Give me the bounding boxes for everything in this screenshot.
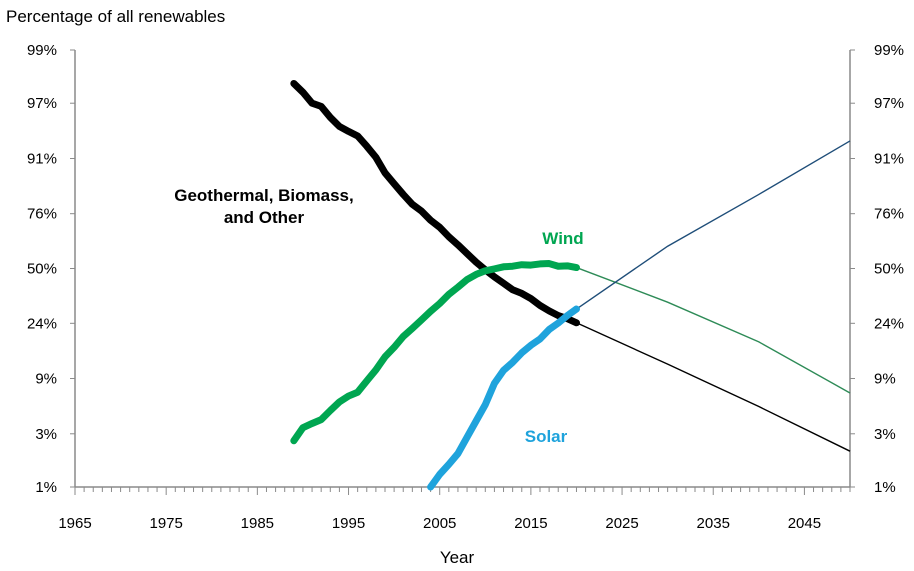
x-tick-label: 1985 (241, 515, 274, 532)
y-tick-label-left: 50% (27, 261, 57, 278)
x-tick-label: 1975 (149, 515, 182, 532)
geothermal-label: Geothermal, Biomass, (174, 186, 354, 205)
y-tick-label-right: 91% (874, 150, 904, 167)
wind-historical-line (290, 260, 580, 445)
y-tick-label-right: 1% (874, 479, 896, 496)
x-tick-label: 1965 (58, 515, 91, 532)
solar-projection-line (576, 140, 851, 310)
series-layer (290, 79, 851, 491)
x-tick-label: 2025 (605, 515, 638, 532)
y-tick-label-right: 3% (874, 426, 896, 443)
x-tick-label: 2045 (788, 515, 821, 532)
solar-historical-line (427, 305, 580, 491)
wind-projection-line (576, 266, 851, 394)
x-axis-title: Year (440, 548, 475, 567)
y-tick-label-left: 91% (27, 150, 57, 167)
y-tick-label-left: 76% (27, 206, 57, 223)
y-tick-label-left: 99% (27, 42, 57, 59)
x-tick-label: 1995 (332, 515, 365, 532)
y-axis-title: Percentage of all renewables (6, 7, 225, 26)
y-tick-label-right: 9% (874, 371, 896, 388)
geothermal-historical-line (290, 79, 580, 327)
y-tick-label-left: 24% (27, 315, 57, 332)
x-tick-label: 2005 (423, 515, 456, 532)
solar-label: Solar (525, 427, 568, 446)
geothermal-projection-line (576, 322, 851, 452)
y-tick-label-right: 97% (874, 95, 904, 112)
y-tick-label-left: 3% (35, 426, 57, 443)
wind-label: Wind (542, 229, 583, 248)
x-tick-label: 2035 (697, 515, 730, 532)
annotation-layer: Geothermal, Biomass, and Other Wind Solar (174, 186, 583, 446)
y-tick-label-right: 99% (874, 42, 904, 59)
y-tick-label-left: 1% (35, 479, 57, 496)
axes: 1965 1975 1985 1995 2005 2015 2025 2035 2045 99% 9… (27, 42, 904, 532)
y-tick-label-right: 24% (874, 315, 904, 332)
y-tick-label-right: 50% (874, 261, 904, 278)
x-tick-label: 2015 (514, 515, 547, 532)
geothermal-label: and Other (224, 208, 305, 227)
y-tick-label-right: 76% (874, 206, 904, 223)
y-tick-label-left: 97% (27, 95, 57, 112)
y-tick-label-left: 9% (35, 371, 57, 388)
